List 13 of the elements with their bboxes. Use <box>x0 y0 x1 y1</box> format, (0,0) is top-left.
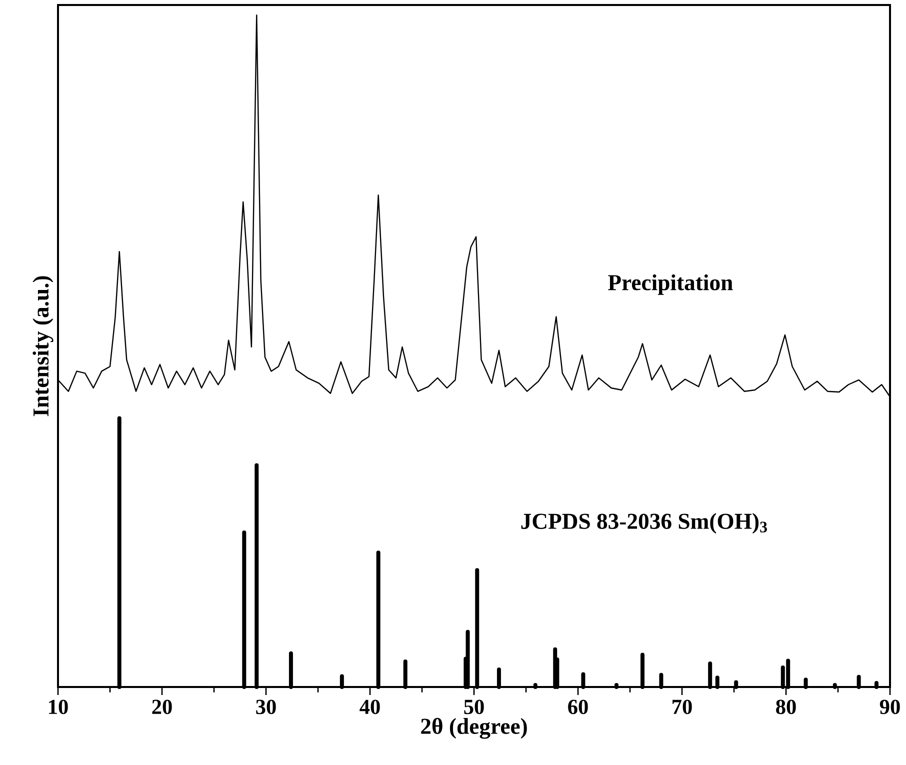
x-tick-label: 70 <box>672 700 692 714</box>
x-axis-title: 2θ (degree) <box>421 718 527 739</box>
text: Precipitation <box>608 274 733 295</box>
x-tick-label: 20 <box>152 700 172 714</box>
x-tick-label: 90 <box>880 700 900 714</box>
x-tick-label: 30 <box>256 700 276 714</box>
x-tick-label: 80 <box>776 700 796 714</box>
y-axis-title: Intensity (a.u.) <box>32 276 54 416</box>
text: JCPDS 83-2036 Sm(OH)$_{3}$ <box>521 513 767 534</box>
x-tick-label: 60 <box>568 700 588 714</box>
x-tick-label: 40 <box>360 700 380 714</box>
x-tick-label: 10 <box>49 700 68 714</box>
x-tick-label: 50 <box>464 700 484 714</box>
